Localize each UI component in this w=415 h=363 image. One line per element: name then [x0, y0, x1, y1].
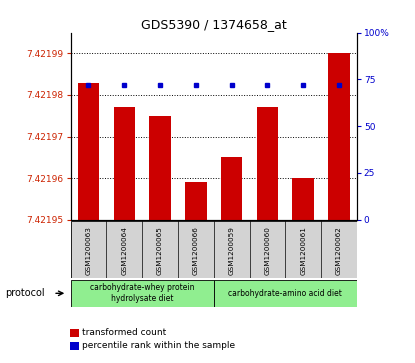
Title: GDS5390 / 1374658_at: GDS5390 / 1374658_at — [141, 19, 287, 32]
Text: GSM1200065: GSM1200065 — [157, 226, 163, 275]
Bar — [221, 157, 242, 220]
Bar — [149, 116, 171, 220]
Text: protocol: protocol — [5, 288, 44, 298]
Bar — [328, 53, 350, 220]
Bar — [256, 107, 278, 220]
Text: carbohydrate-whey protein
hydrolysate diet: carbohydrate-whey protein hydrolysate di… — [90, 284, 194, 303]
Bar — [185, 182, 207, 220]
Text: GSM1200062: GSM1200062 — [336, 226, 342, 275]
Text: percentile rank within the sample: percentile rank within the sample — [82, 341, 235, 350]
Text: carbohydrate-amino acid diet: carbohydrate-amino acid diet — [228, 289, 342, 298]
Text: GSM1200060: GSM1200060 — [264, 226, 271, 275]
Text: GSM1200061: GSM1200061 — [300, 226, 306, 275]
Bar — [214, 280, 357, 307]
Text: GSM1200059: GSM1200059 — [229, 226, 234, 275]
Bar — [113, 107, 135, 220]
Text: GSM1200064: GSM1200064 — [121, 226, 127, 275]
Bar — [78, 82, 99, 220]
Text: transformed count: transformed count — [82, 328, 166, 337]
Text: GSM1200063: GSM1200063 — [85, 226, 91, 275]
Bar — [293, 178, 314, 220]
Text: GSM1200066: GSM1200066 — [193, 226, 199, 275]
Bar — [71, 280, 214, 307]
